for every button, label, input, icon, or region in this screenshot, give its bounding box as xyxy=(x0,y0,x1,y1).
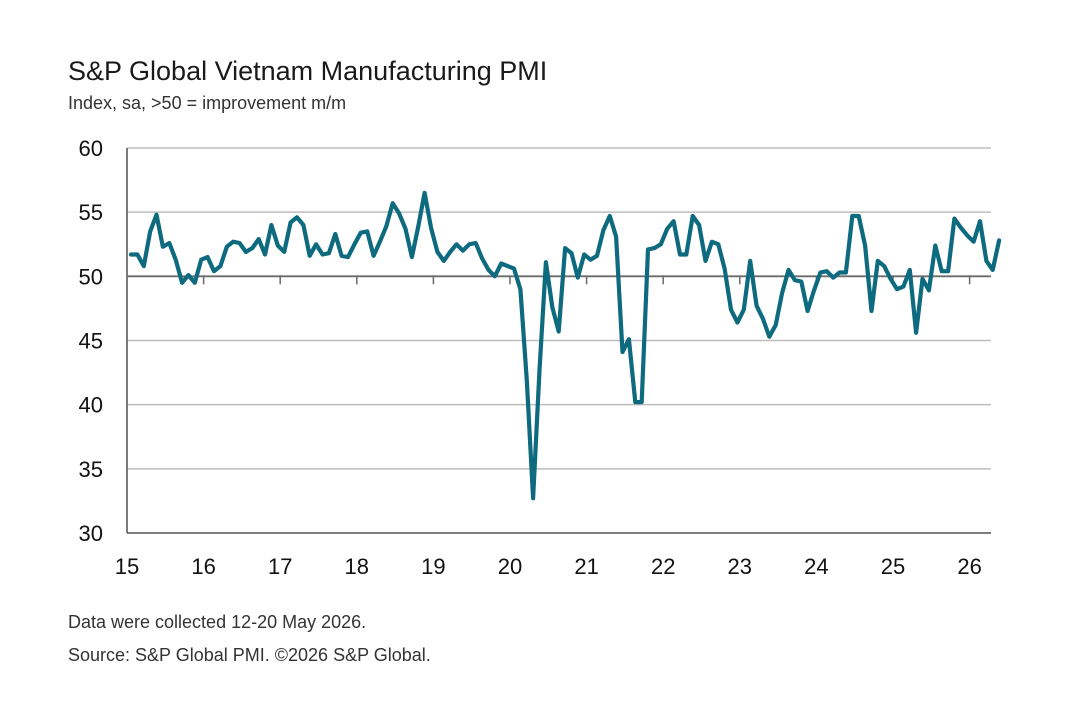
y-tick-label: 35 xyxy=(79,457,103,482)
x-tick-label: 25 xyxy=(881,554,905,579)
axes xyxy=(126,148,991,534)
x-tick-label: 22 xyxy=(651,554,675,579)
chart-subtitle: Index, sa, >50 = improvement m/m xyxy=(68,93,347,113)
y-tick-label: 50 xyxy=(79,264,103,289)
x-tick-label: 19 xyxy=(421,554,445,579)
x-tick-label: 21 xyxy=(574,554,598,579)
x-tick-label: 15 xyxy=(115,554,139,579)
x-tick-label: 16 xyxy=(191,554,215,579)
y-tick-label: 55 xyxy=(79,200,103,225)
series-group xyxy=(128,190,1002,501)
y-tick-label: 30 xyxy=(79,521,103,546)
gridlines xyxy=(127,147,991,470)
y-tick-label: 60 xyxy=(79,136,103,161)
y-tick-labels: 60 55 50 45 40 35 30 xyxy=(79,136,103,546)
x-tick-label: 18 xyxy=(345,554,369,579)
x-tick-label: 24 xyxy=(804,554,828,579)
x-tick-labels: 15 16 17 18 19 20 21 22 23 24 25 26 xyxy=(115,554,982,579)
y-tick-label: 45 xyxy=(79,329,103,354)
chart-title: S&P Global Vietnam Manufacturing PMI xyxy=(68,56,548,86)
y-tick-label: 40 xyxy=(79,393,103,418)
x-tick-label: 23 xyxy=(728,554,752,579)
x-tick-label: 17 xyxy=(268,554,292,579)
pmi-series-line xyxy=(128,190,1002,501)
pmi-line-chart: 60 55 50 45 40 35 30 15 16 17 18 19 20 21 22 23 24 25 26 xyxy=(79,136,1002,579)
footnote-collection-dates: Data were collected 12-20 May 2026. xyxy=(68,612,367,632)
x-tick-label: 20 xyxy=(498,554,522,579)
x-tick-label: 26 xyxy=(957,554,981,579)
footnote-source: Source: S&P Global PMI. ©2026 S&P Global… xyxy=(68,645,431,665)
